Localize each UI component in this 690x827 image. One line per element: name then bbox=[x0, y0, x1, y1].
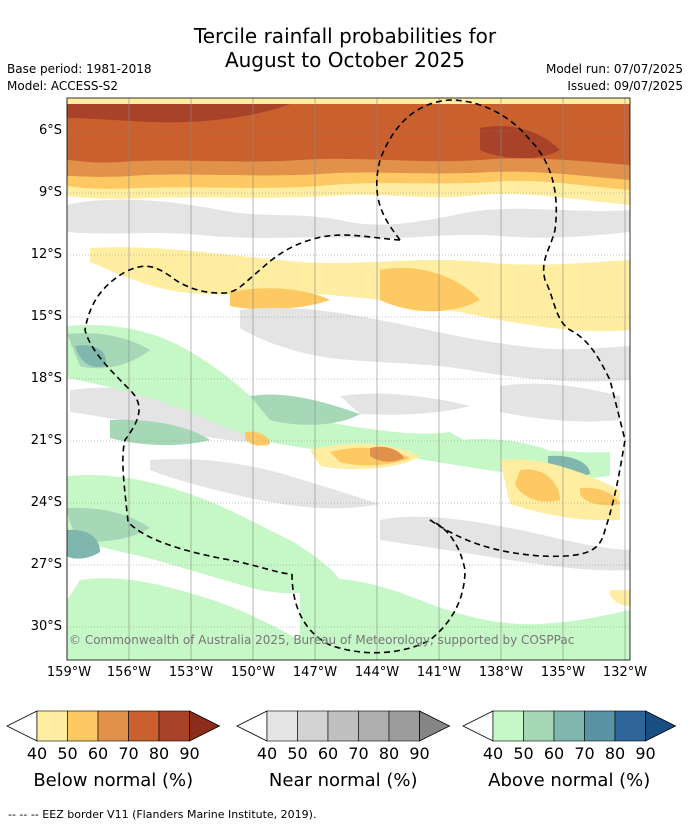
colorbar-tick: 70 bbox=[344, 744, 374, 763]
colorbar-swatch bbox=[159, 711, 190, 741]
colorbar-tick: 90 bbox=[175, 744, 205, 763]
colorbar-swatch bbox=[129, 711, 160, 741]
lat-label: 30°S bbox=[12, 619, 62, 634]
lat-label: 15°S bbox=[12, 309, 62, 324]
lon-label: 144°W bbox=[342, 665, 412, 680]
lat-label: 27°S bbox=[12, 557, 62, 572]
lat-label: 6°S bbox=[12, 123, 62, 138]
colorbar-title: Above normal (%) bbox=[459, 770, 679, 791]
lon-label: 135°W bbox=[528, 665, 598, 680]
lon-label: 153°W bbox=[156, 665, 226, 680]
colorbar-title: Near normal (%) bbox=[233, 770, 453, 791]
colorbar-swatch bbox=[267, 711, 298, 741]
colorbar-swatch bbox=[493, 711, 524, 741]
colorbar-swatch bbox=[37, 711, 68, 741]
colorbar-tick: 50 bbox=[283, 744, 313, 763]
colorbar-swatch bbox=[389, 711, 420, 741]
lon-label: 147°W bbox=[280, 665, 350, 680]
colorbar-tick: 90 bbox=[631, 744, 661, 763]
eez-footnote: -- -- -- EEZ border V11 (Flanders Marine… bbox=[8, 808, 316, 821]
colorbar-swatch bbox=[615, 711, 646, 741]
colorbar-upper-extension bbox=[190, 711, 220, 741]
lon-label: 150°W bbox=[218, 665, 288, 680]
colorbar-tick: 60 bbox=[313, 744, 343, 763]
lat-label: 12°S bbox=[12, 247, 62, 262]
colorbar-swatch bbox=[585, 711, 616, 741]
lat-label: 18°S bbox=[12, 371, 62, 386]
colorbar-swatch bbox=[68, 711, 99, 741]
colorbar-tick: 70 bbox=[570, 744, 600, 763]
colorbar-tick: 40 bbox=[478, 744, 508, 763]
lon-label: 156°W bbox=[94, 665, 164, 680]
colorbar-swatch bbox=[98, 711, 129, 741]
colorbar-tick: 80 bbox=[144, 744, 174, 763]
colorbar-swatch bbox=[328, 711, 359, 741]
rainfall-map bbox=[0, 0, 690, 827]
colorbar-swatch bbox=[524, 711, 555, 741]
colorbar-tick: 80 bbox=[374, 744, 404, 763]
colorbar-upper-extension bbox=[420, 711, 450, 741]
lat-label: 21°S bbox=[12, 433, 62, 448]
copyright-text: © Commonwealth of Australia 2025, Bureau… bbox=[69, 633, 574, 647]
colorbar-tick: 50 bbox=[53, 744, 83, 763]
colorbar-lower-extension bbox=[463, 711, 493, 741]
colorbar-tick: 50 bbox=[509, 744, 539, 763]
colorbar-lower-extension bbox=[237, 711, 267, 741]
lon-label: 132°W bbox=[590, 665, 660, 680]
colorbar-lower-extension bbox=[7, 711, 37, 741]
colorbar-tick: 90 bbox=[405, 744, 435, 763]
colorbar-title: Below normal (%) bbox=[3, 770, 223, 791]
colorbar-tick: 80 bbox=[600, 744, 630, 763]
colorbar-tick: 70 bbox=[114, 744, 144, 763]
colorbar-swatch bbox=[554, 711, 585, 741]
lat-label: 9°S bbox=[12, 185, 62, 200]
colorbar-swatch bbox=[298, 711, 329, 741]
colorbar-swatch bbox=[359, 711, 390, 741]
colorbar-tick: 40 bbox=[22, 744, 52, 763]
colorbars bbox=[7, 711, 676, 741]
lon-label: 138°W bbox=[466, 665, 536, 680]
lon-label: 141°W bbox=[404, 665, 474, 680]
colorbar-tick: 60 bbox=[83, 744, 113, 763]
colorbar-tick: 40 bbox=[252, 744, 282, 763]
colorbar-upper-extension bbox=[646, 711, 676, 741]
lat-label: 24°S bbox=[12, 495, 62, 510]
colorbar-tick: 60 bbox=[539, 744, 569, 763]
